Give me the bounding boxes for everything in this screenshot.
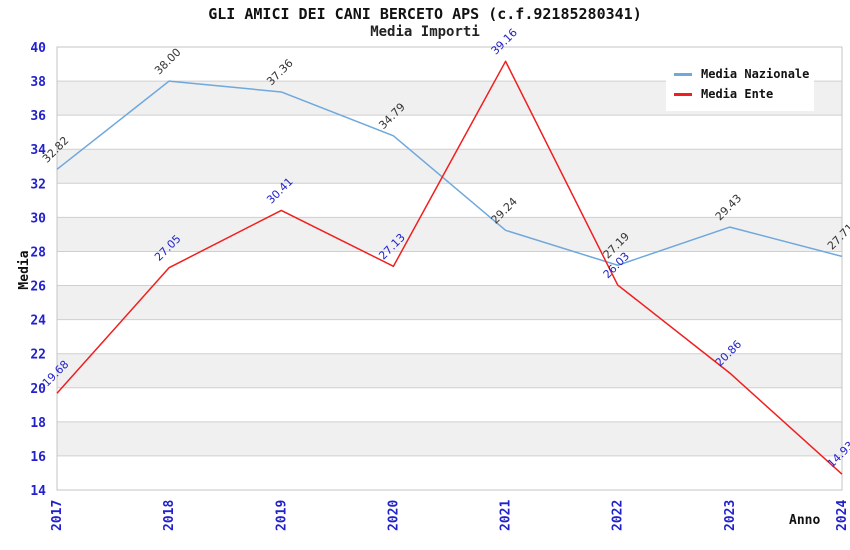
legend-item-media-nazionale: Media Nazionale xyxy=(674,64,810,84)
x-tick-label-2020: 2020 xyxy=(386,500,401,531)
legend-label-media-nazionale: Media Nazionale xyxy=(701,67,810,81)
legend-swatch-media-nazionale xyxy=(674,72,692,76)
y-tick-label-24: 24 xyxy=(30,314,46,329)
y-tick-label-30: 30 xyxy=(30,211,46,226)
x-tick-label-2022: 2022 xyxy=(611,500,626,531)
x-axis-title: Anno xyxy=(789,513,821,528)
y-tick-label-20: 20 xyxy=(30,382,46,397)
y-tick-label-18: 18 xyxy=(30,416,46,431)
legend-label-media-ente: Media Ente xyxy=(701,87,774,101)
series-line-media-ente xyxy=(56,60,843,475)
x-tick-label-2018: 2018 xyxy=(162,500,177,531)
plot-band xyxy=(57,149,842,184)
x-tick-label-2019: 2019 xyxy=(274,500,289,531)
legend-item-media-ente: Media Ente xyxy=(674,84,806,104)
plot-band xyxy=(57,251,842,286)
y-tick-label-38: 38 xyxy=(30,75,46,90)
y-tick-label-36: 36 xyxy=(30,109,46,124)
plot-band xyxy=(57,115,842,150)
y-tick-label-14: 14 xyxy=(30,484,46,499)
plot-border xyxy=(56,46,843,491)
plot-band xyxy=(57,421,842,456)
y-tick-label-34: 34 xyxy=(30,143,46,158)
chart-subtitle: Media Importi xyxy=(370,24,480,40)
plot-band xyxy=(57,285,842,320)
plot-band xyxy=(57,455,842,490)
plot-band xyxy=(57,183,842,218)
y-tick-label-26: 26 xyxy=(30,280,46,295)
y-tick-label-40: 40 xyxy=(30,41,46,56)
y-tick-label-28: 28 xyxy=(30,245,46,260)
y-tick-label-32: 32 xyxy=(30,177,46,192)
x-tick-label-2017: 2017 xyxy=(50,500,65,531)
plot-band xyxy=(57,217,842,252)
y-tick-label-16: 16 xyxy=(30,450,46,465)
y-axis-title: Media xyxy=(17,250,32,290)
x-tick-label-2024: 2024 xyxy=(835,500,850,531)
plot-band xyxy=(57,319,842,354)
x-tick-label-2021: 2021 xyxy=(499,500,514,531)
x-tick-label-2023: 2023 xyxy=(723,500,738,531)
plot-band xyxy=(57,387,842,422)
legend-swatch-media-ente xyxy=(674,92,692,96)
chart-title: GLI AMICI DEI CANI BERCETO APS (c.f.9218… xyxy=(208,5,642,23)
series-line-media-nazionale xyxy=(56,80,843,267)
legend: Media Nazionale Media Ente xyxy=(666,57,814,111)
y-tick-label-22: 22 xyxy=(30,348,46,363)
